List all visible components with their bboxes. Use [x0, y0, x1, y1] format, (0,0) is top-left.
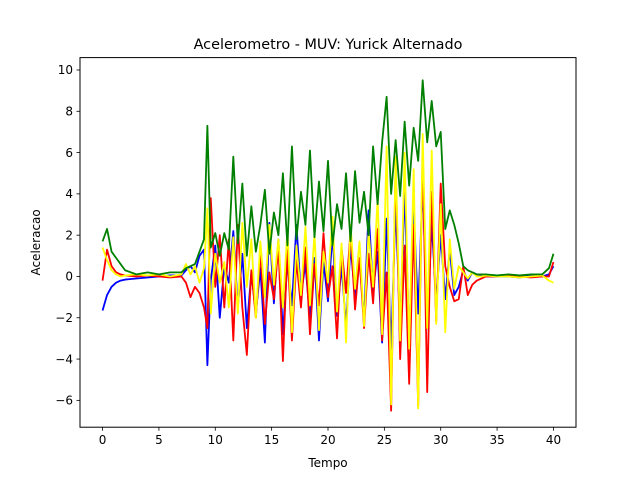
series-line-4 — [101, 79, 555, 277]
y-axis-title: Aceleracao — [29, 209, 43, 275]
series-layer — [101, 79, 555, 412]
x-tick-label: 10 — [208, 433, 223, 447]
y-tick-label: 8 — [65, 104, 73, 118]
y-tick-label: 6 — [65, 146, 73, 160]
x-tick-label: 5 — [155, 433, 163, 447]
x-tick-label: 40 — [546, 433, 561, 447]
y-tick-label: 10 — [58, 63, 73, 77]
y-tick-label: −4 — [55, 352, 73, 366]
x-tick-label: 0 — [99, 433, 107, 447]
x-tick-label: 20 — [320, 433, 335, 447]
x-axis: 0 5 10 15 20 25 30 35 40 — [99, 427, 561, 447]
y-tick-label: 0 — [65, 270, 73, 284]
x-axis-title: Tempo — [307, 456, 347, 470]
chart-title: Acelerometro - MUV: Yurick Alternado — [194, 37, 463, 53]
y-tick-label: −6 — [55, 394, 73, 408]
y-tick-label: −2 — [55, 311, 73, 325]
y-axis: −6 −4 −2 0 2 4 6 8 10 — [55, 63, 80, 408]
x-tick-label: 35 — [489, 433, 504, 447]
series-line-3 — [101, 133, 554, 410]
x-tick-label: 30 — [433, 433, 448, 447]
x-tick-label: 15 — [264, 433, 279, 447]
y-tick-label: 2 — [65, 228, 73, 242]
x-tick-label: 25 — [377, 433, 392, 447]
y-tick-label: 4 — [65, 187, 73, 201]
